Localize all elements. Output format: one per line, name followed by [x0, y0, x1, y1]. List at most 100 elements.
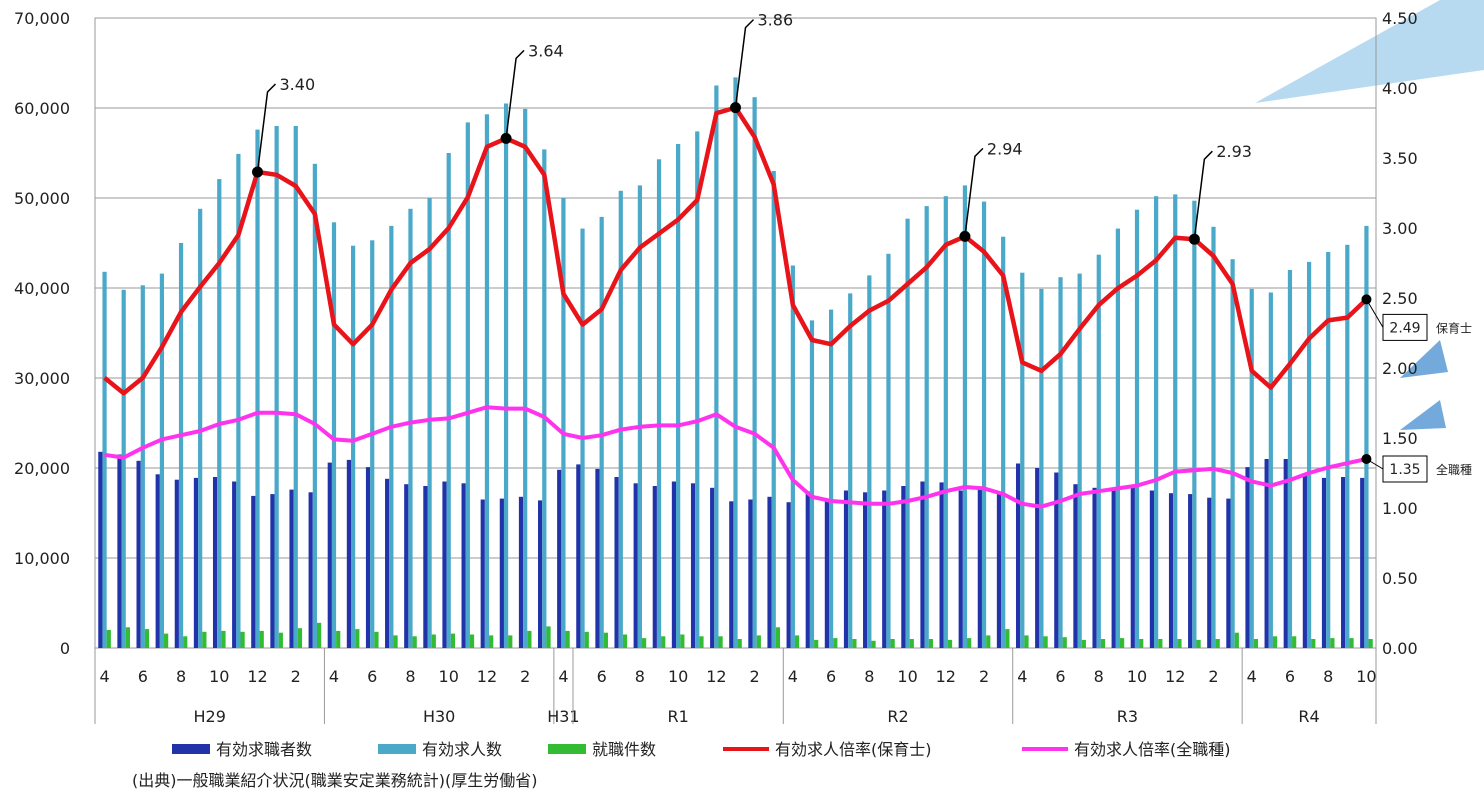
bar-0 [1054, 472, 1059, 648]
legend: 有効求職者数 有効求人数 就職件数 有効求人倍率(保育士) 有効求人倍率(全職種) [172, 740, 1231, 759]
bar-1 [1364, 225, 1369, 648]
bar-2 [221, 630, 226, 648]
era-label: H29 [194, 707, 226, 726]
callout-arrow [1400, 340, 1448, 378]
bar-1 [1287, 270, 1293, 648]
legend-swatch [172, 744, 210, 754]
x-tick-label: 2 [750, 667, 760, 686]
bar-1 [140, 285, 145, 648]
bar-1 [351, 245, 356, 648]
bar-0 [1207, 497, 1212, 648]
bar-0 [901, 486, 906, 648]
bar-0 [423, 486, 428, 648]
bar-1 [1345, 244, 1350, 649]
bar-0 [480, 499, 485, 648]
x-tick-label: 10 [668, 667, 688, 686]
bar-2 [852, 639, 857, 648]
bar-1 [1096, 254, 1101, 648]
bar-0 [1111, 489, 1116, 648]
bar-1 [1192, 200, 1197, 648]
bar-0 [518, 496, 524, 648]
bar-2 [1330, 638, 1335, 648]
axes: 0 10,000 20,000 30,000 40,000 50,000 60,000 70,… [14, 9, 1418, 726]
x-tick-label: 8 [864, 667, 874, 686]
bar-0 [327, 462, 332, 648]
bar-1 [1211, 226, 1216, 649]
peak-label: 2.93 [1216, 142, 1252, 161]
bar-0 [576, 464, 581, 648]
bar-2 [1272, 636, 1278, 648]
bar-2 [909, 639, 914, 648]
bar-2 [546, 626, 551, 648]
legend-label: 就職件数 [592, 740, 656, 759]
bar-1 [867, 275, 872, 648]
bar-1 [427, 198, 432, 648]
bar-1 [198, 208, 203, 649]
bar-1 [905, 218, 910, 648]
bar-0 [98, 451, 103, 648]
bar-2 [431, 634, 436, 648]
bar-0 [537, 500, 543, 648]
bar-1 [809, 320, 815, 648]
bar-0 [652, 486, 657, 648]
x-tick-label: 2 [979, 667, 989, 686]
bar-0 [1092, 487, 1097, 648]
leader-line [964, 147, 984, 237]
leader-line [256, 83, 277, 173]
bar-2 [527, 630, 532, 648]
x-tick-label: 12 [247, 667, 267, 686]
bar-1 [465, 122, 470, 648]
bar-0 [996, 492, 1002, 648]
bar-1 [1173, 194, 1178, 648]
line-series-4 [104, 405, 1367, 509]
bar-0 [404, 484, 409, 648]
leader-line [734, 19, 755, 108]
bar-1 [618, 190, 623, 649]
x-tick-label: 8 [1323, 667, 1333, 686]
bar-2 [986, 635, 991, 648]
bar-1 [752, 97, 757, 648]
bar-0 [1264, 459, 1269, 648]
bar-1 [1115, 228, 1120, 648]
bar-2 [412, 636, 417, 648]
bar-1 [503, 103, 509, 648]
bar-1 [943, 196, 948, 648]
bar-2 [469, 634, 475, 648]
x-tick-label: 12 [1165, 667, 1185, 686]
bar-1 [637, 185, 643, 648]
y-right-tick-label: 2.00 [1382, 359, 1418, 378]
bar-0 [939, 482, 944, 648]
end-value: 2.49 [1389, 320, 1420, 336]
y-right-tick-label: 3.50 [1382, 149, 1418, 168]
bar-2 [622, 634, 628, 648]
bar-2 [603, 632, 608, 648]
peak-label: 3.64 [528, 41, 564, 60]
bar-2 [1100, 639, 1106, 648]
bar-1 [1249, 288, 1254, 648]
x-tick-label: 10 [1127, 667, 1147, 686]
legend-label: 有効求人倍率(保育士) [775, 740, 932, 759]
bar-2 [928, 639, 934, 648]
bar-2 [355, 629, 360, 648]
bar-2 [489, 635, 494, 648]
bar-1 [1230, 259, 1235, 648]
bar-0 [193, 477, 199, 648]
bar-1 [1001, 236, 1006, 648]
bar-0 [557, 469, 562, 648]
bar-1 [1058, 277, 1063, 648]
x-tick-label: 6 [1285, 667, 1295, 686]
bar-1 [274, 126, 279, 648]
bar-1 [828, 309, 834, 648]
bar-1 [714, 85, 719, 648]
bar-2 [890, 639, 895, 648]
bar-2 [1368, 639, 1373, 648]
x-tick-label: 2 [520, 667, 530, 686]
x-tick-label: 8 [1094, 667, 1104, 686]
bar-0 [595, 468, 600, 648]
x-tick-label: 4 [99, 667, 109, 686]
bar-2 [1158, 639, 1163, 648]
bar-0 [882, 490, 887, 648]
bar-2 [393, 635, 398, 648]
bar-2 [967, 638, 972, 648]
